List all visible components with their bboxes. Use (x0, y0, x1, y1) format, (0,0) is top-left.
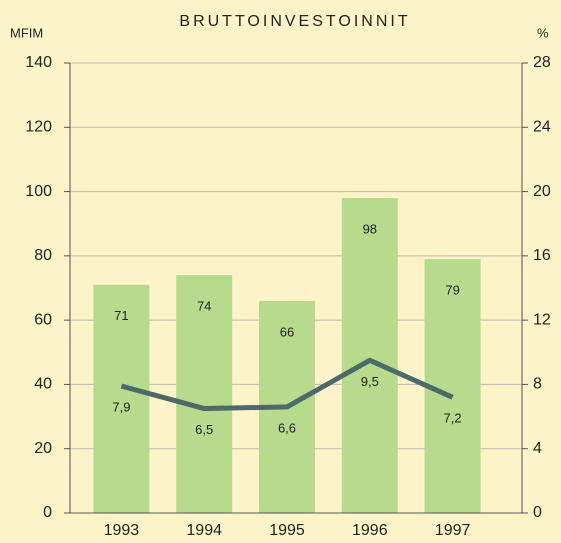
x-tick-label: 1997 (435, 522, 471, 539)
y2-axis-label: % (537, 25, 549, 40)
bar-value-label: 79 (445, 283, 459, 298)
line-value-label: 9,5 (361, 374, 379, 389)
x-tick-label: 1995 (269, 522, 305, 539)
bar-value-label: 66 (280, 324, 294, 339)
y-tick-label: 40 (34, 376, 52, 393)
bar (93, 284, 150, 513)
y2-tick-label: 28 (533, 54, 551, 71)
y2-tick-label: 24 (533, 119, 551, 136)
y2-tick-label: 8 (533, 376, 542, 393)
y-tick-label: 140 (25, 54, 52, 71)
y-tick-label: 100 (25, 183, 52, 200)
y2-tick-label: 4 (533, 440, 542, 457)
x-tick-label: 1994 (186, 522, 222, 539)
bar (341, 198, 398, 513)
y-tick-label: 60 (34, 311, 52, 328)
y2-tick-label: 16 (533, 247, 551, 264)
y-axis-label: MFIM (10, 25, 43, 40)
y2-tick-label: 0 (533, 504, 542, 521)
line-value-label: 6,6 (278, 420, 296, 435)
bar-value-label: 98 (363, 221, 377, 236)
y-tick-label: 80 (34, 247, 52, 264)
x-tick-label: 1996 (352, 522, 388, 539)
line (120, 357, 454, 412)
y-tick-label: 0 (43, 504, 52, 521)
bar-value-label: 71 (114, 308, 128, 323)
bar (424, 259, 481, 513)
bar (176, 275, 233, 513)
line-value-label: 7,2 (444, 411, 462, 426)
line-value-label: 6,5 (195, 422, 213, 437)
x-tick-label: 1993 (104, 522, 140, 539)
y2-tick-label: 20 (533, 183, 551, 200)
bar-value-label: 74 (197, 299, 211, 314)
y-tick-label: 20 (34, 440, 52, 457)
y-tick-label: 120 (25, 119, 52, 136)
chart-title: BRUTTOINVESTOINNIT (179, 13, 410, 30)
y2-tick-label: 12 (533, 311, 551, 328)
line-value-label: 7,9 (112, 399, 130, 414)
